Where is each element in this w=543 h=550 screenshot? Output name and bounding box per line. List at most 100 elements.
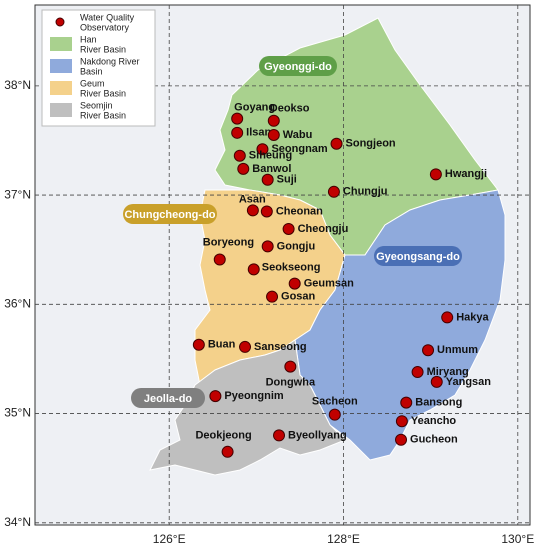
station-marker bbox=[411, 366, 424, 379]
y-tick-label: 34°N bbox=[4, 515, 31, 529]
station-label: Yangsan bbox=[446, 376, 492, 388]
y-tick-label: 35°N bbox=[4, 406, 31, 420]
station-label: Sanseong bbox=[254, 341, 307, 353]
station-label: Unmum bbox=[437, 344, 478, 356]
station-marker bbox=[231, 112, 244, 125]
legend-label: Seomjin bbox=[80, 100, 113, 110]
station-marker bbox=[261, 173, 274, 186]
legend-label: Han bbox=[80, 34, 97, 44]
legend-swatch bbox=[50, 37, 72, 51]
station-label: Boryeong bbox=[203, 236, 254, 248]
station-label: Gucheon bbox=[410, 434, 458, 446]
station-label: Ilsan bbox=[246, 127, 271, 139]
station-marker bbox=[239, 340, 252, 353]
station-marker bbox=[284, 360, 297, 373]
tick-labels: 126°E 128°E 130°E 34°N 35°N 36°N 37°N 38°N bbox=[4, 78, 534, 546]
station-marker bbox=[221, 445, 234, 458]
station-label: Hakya bbox=[456, 311, 489, 323]
legend-label: Basin bbox=[80, 66, 103, 76]
station-label: Asan bbox=[239, 193, 266, 205]
station-marker bbox=[328, 408, 341, 421]
station-marker bbox=[256, 143, 269, 156]
region-label: Chungcheong-do bbox=[124, 209, 215, 221]
station-label: Byeollyang bbox=[288, 429, 347, 441]
station-marker bbox=[213, 253, 226, 266]
station-label: Deokjeong bbox=[195, 430, 251, 442]
station-marker bbox=[288, 277, 301, 290]
region-pill bbox=[374, 246, 462, 266]
region-pill bbox=[259, 56, 337, 76]
station-label: Pyeongnim bbox=[224, 390, 284, 402]
station-label: Cheonan bbox=[276, 205, 323, 217]
station-marker bbox=[395, 433, 408, 446]
station-marker bbox=[266, 290, 279, 303]
station-label: Seongnam bbox=[271, 143, 327, 155]
y-tick-label: 38°N bbox=[4, 78, 31, 92]
station-marker bbox=[260, 205, 273, 218]
station-marker bbox=[400, 396, 413, 409]
x-tick-label: 130°E bbox=[501, 532, 534, 546]
station-marker bbox=[429, 168, 442, 181]
station-marker bbox=[231, 126, 244, 139]
legend-label: River Basin bbox=[80, 110, 126, 120]
station-label: Siheung bbox=[249, 150, 292, 162]
station-marker bbox=[330, 137, 343, 150]
station-marker bbox=[267, 129, 280, 141]
station-label: Geumsan bbox=[304, 277, 354, 289]
legend-label: Water Quality bbox=[80, 12, 135, 22]
station-label: Songjeon bbox=[346, 138, 396, 150]
station-label: Dongwha bbox=[266, 377, 316, 389]
region-label: Gyeongsang-do bbox=[376, 251, 460, 263]
station-marker bbox=[430, 375, 443, 388]
grid bbox=[35, 5, 530, 525]
station-marker bbox=[267, 114, 280, 127]
station-marker bbox=[282, 222, 295, 235]
station-label: Deokso bbox=[270, 103, 310, 115]
station-label: Banwol bbox=[252, 163, 291, 175]
station-label: Gosan bbox=[281, 291, 316, 303]
station-marker bbox=[246, 204, 259, 217]
station-marker bbox=[327, 185, 340, 198]
legend-marker bbox=[55, 17, 65, 27]
station-marker bbox=[247, 263, 260, 276]
station-label: Suji bbox=[277, 174, 297, 186]
legend-label: River Basin bbox=[80, 88, 126, 98]
legend-label: Geum bbox=[80, 78, 105, 88]
station-marker bbox=[261, 240, 274, 253]
region-pill bbox=[131, 388, 205, 408]
station-marker bbox=[395, 415, 408, 428]
station-label: Bansong bbox=[415, 397, 462, 409]
station-marker bbox=[192, 338, 205, 351]
station-label: Chungju bbox=[343, 186, 388, 198]
legend-swatch bbox=[50, 103, 72, 117]
station-label: Gongju bbox=[277, 240, 316, 252]
region-label: Jeolla-do bbox=[144, 393, 193, 405]
y-tick-label: 37°N bbox=[4, 187, 31, 201]
x-tick-label: 128°E bbox=[327, 532, 360, 546]
station-marker bbox=[209, 390, 222, 403]
station-label: Hwangji bbox=[445, 168, 487, 180]
station-label: Buan bbox=[208, 339, 236, 351]
region-pill bbox=[123, 204, 217, 224]
seomjin-basin bbox=[149, 339, 346, 476]
region-labels: Gyeonggi-do Chungcheong-do Gyeongsang-do Je… bbox=[123, 56, 462, 408]
station-marker bbox=[233, 149, 246, 162]
station-marker bbox=[237, 162, 250, 175]
x-tick-label: 126°E bbox=[153, 532, 186, 546]
station-label: Sacheon bbox=[312, 396, 358, 408]
station-label: Yeancho bbox=[411, 415, 457, 427]
station-marker bbox=[441, 311, 454, 324]
legend-label: River Basin bbox=[80, 44, 126, 54]
station-label: Miryang bbox=[427, 366, 469, 378]
y-tick-label: 36°N bbox=[4, 296, 31, 310]
station-label: Wabu bbox=[283, 129, 313, 141]
legend-label: Observatory bbox=[80, 22, 130, 32]
station-label: Cheongju bbox=[298, 223, 349, 235]
station-label: Goyang bbox=[234, 102, 275, 114]
region-label: Gyeonggi-do bbox=[264, 61, 332, 73]
legend-swatch bbox=[50, 81, 72, 95]
station-marker bbox=[273, 429, 286, 442]
